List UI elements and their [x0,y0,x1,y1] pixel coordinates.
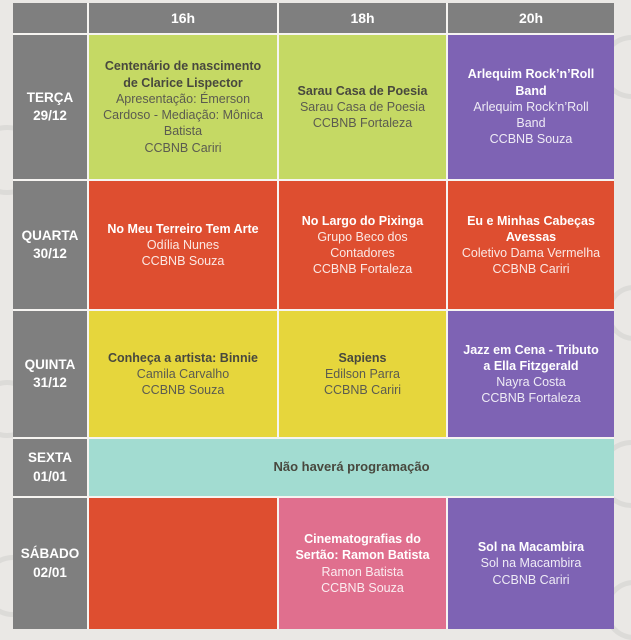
day-date: 31/12 [33,375,67,390]
row-label-sabado: SÁBADO 02/01 [13,498,87,629]
event-performer: Arlequim Rock’n’Roll Band [473,99,589,131]
header-col-18h: 18h [279,3,446,33]
event-venue: CCBNB Cariri [144,140,222,155]
event-performer: Grupo Beco dos Contadores [317,229,408,260]
event-performer: Sarau Casa de Poesia [299,99,426,114]
day-name: QUARTA [21,227,79,243]
event-cell-quinta-16h: Conheça a artista: Binnie Camila Carvalh… [89,311,277,437]
event-title: Centenário de nascimento de Clarice Lisp… [104,59,262,90]
row-label-quarta: QUARTA 30/12 [13,181,87,309]
header-label: 16h [170,10,196,26]
event-title: Eu e Minhas Cabeças Avessas [467,213,595,244]
day-date: 29/12 [33,108,67,123]
event-venue: CCBNB Fortaleza [312,262,413,277]
event-title: No Largo do Pixinga [301,213,424,228]
event-venue: CCBNB Souza [141,254,225,269]
day-name: QUINTA [24,356,76,372]
event-title: Jazz em Cena - Tributo a Ella Fitzgerald [463,342,599,373]
header-label: 20h [518,10,544,26]
notice-text: Não haverá programação [273,459,430,475]
row-label-terca: TERÇA 29/12 [13,35,87,179]
event-cell-terca-16h: Centenário de nascimento de Clarice Lisp… [89,35,277,179]
event-cell-quarta-18h: No Largo do Pixinga Grupo Beco dos Conta… [279,181,446,309]
event-cell-terca-20h: Arlequim Rock’n’Roll Band Arlequim Rock’… [448,35,614,179]
event-cell-quarta-16h: No Meu Terreiro Tem Arte Odília Nunes CC… [89,181,277,309]
event-cell-terca-18h: Sarau Casa de Poesia Sarau Casa de Poesi… [279,35,446,179]
event-title: Cinematografias do Sertão: Ramon Batista [295,532,430,563]
schedule-grid: 16h 18h 20h TERÇA 29/12 Centenário de na… [13,3,614,629]
event-cell-quarta-20h: Eu e Minhas Cabeças Avessas Coletivo Dam… [448,181,614,309]
event-venue: CCBNB Souza [141,383,225,398]
day-date: 02/01 [33,564,67,580]
event-performer: Edilson Parra [324,366,401,381]
event-venue: CCBNB Cariri [492,572,570,587]
day-date: 30/12 [33,246,67,261]
event-performer: Camila Carvalho [136,366,230,381]
no-program-notice: Não haverá programação [89,439,614,496]
event-performer: Coletivo Dama Vermelha [461,246,601,260]
event-venue: CCBNB Souza [321,580,404,595]
day-name: TERÇA [26,89,74,105]
event-venue: CCBNB Cariri [323,383,402,398]
event-cell-quinta-18h: Sapiens Edilson Parra CCBNB Cariri [279,311,446,437]
day-date: 01/01 [33,468,67,484]
event-title: Conheça a artista: Binnie [107,350,259,365]
event-cell-quinta-20h: Jazz em Cena - Tributo a Ella Fitzgerald… [448,311,614,437]
event-performer: Odília Nunes [146,237,220,252]
event-performer: Nayra Costa [496,375,566,389]
row-label-sexta: SEXTA 01/01 [13,439,87,496]
event-title: Sol na Macambira [477,540,585,555]
event-cell-sabado-16h-empty [89,498,277,629]
event-cell-sabado-20h: Sol na Macambira Sol na Macambira CCBNB … [448,498,614,629]
event-title: Sarau Casa de Poesia [297,83,428,98]
event-venue: CCBNB Souza [489,132,573,147]
corner-cell [13,3,87,33]
event-performer: Apresentação: Émerson Cardoso - Mediação… [103,91,263,139]
event-performer: Sol na Macambira [480,556,582,571]
day-name: SEXTA [27,450,72,466]
day-name: SÁBADO [20,546,80,562]
header-label: 18h [350,10,375,26]
header-col-20h: 20h [448,3,614,33]
event-performer: Ramon Batista [321,564,404,579]
row-label-quinta: QUINTA 31/12 [13,311,87,437]
event-venue: CCBNB Cariri [492,262,570,277]
event-venue: CCBNB Fortaleza [312,116,413,131]
event-venue: CCBNB Fortaleza [481,391,581,406]
event-cell-sabado-18h: Cinematografias do Sertão: Ramon Batista… [279,498,446,629]
event-title: Arlequim Rock’n’Roll Band [467,67,595,98]
event-title: Sapiens [338,350,387,365]
event-title: No Meu Terreiro Tem Arte [107,221,259,236]
header-col-16h: 16h [89,3,277,33]
